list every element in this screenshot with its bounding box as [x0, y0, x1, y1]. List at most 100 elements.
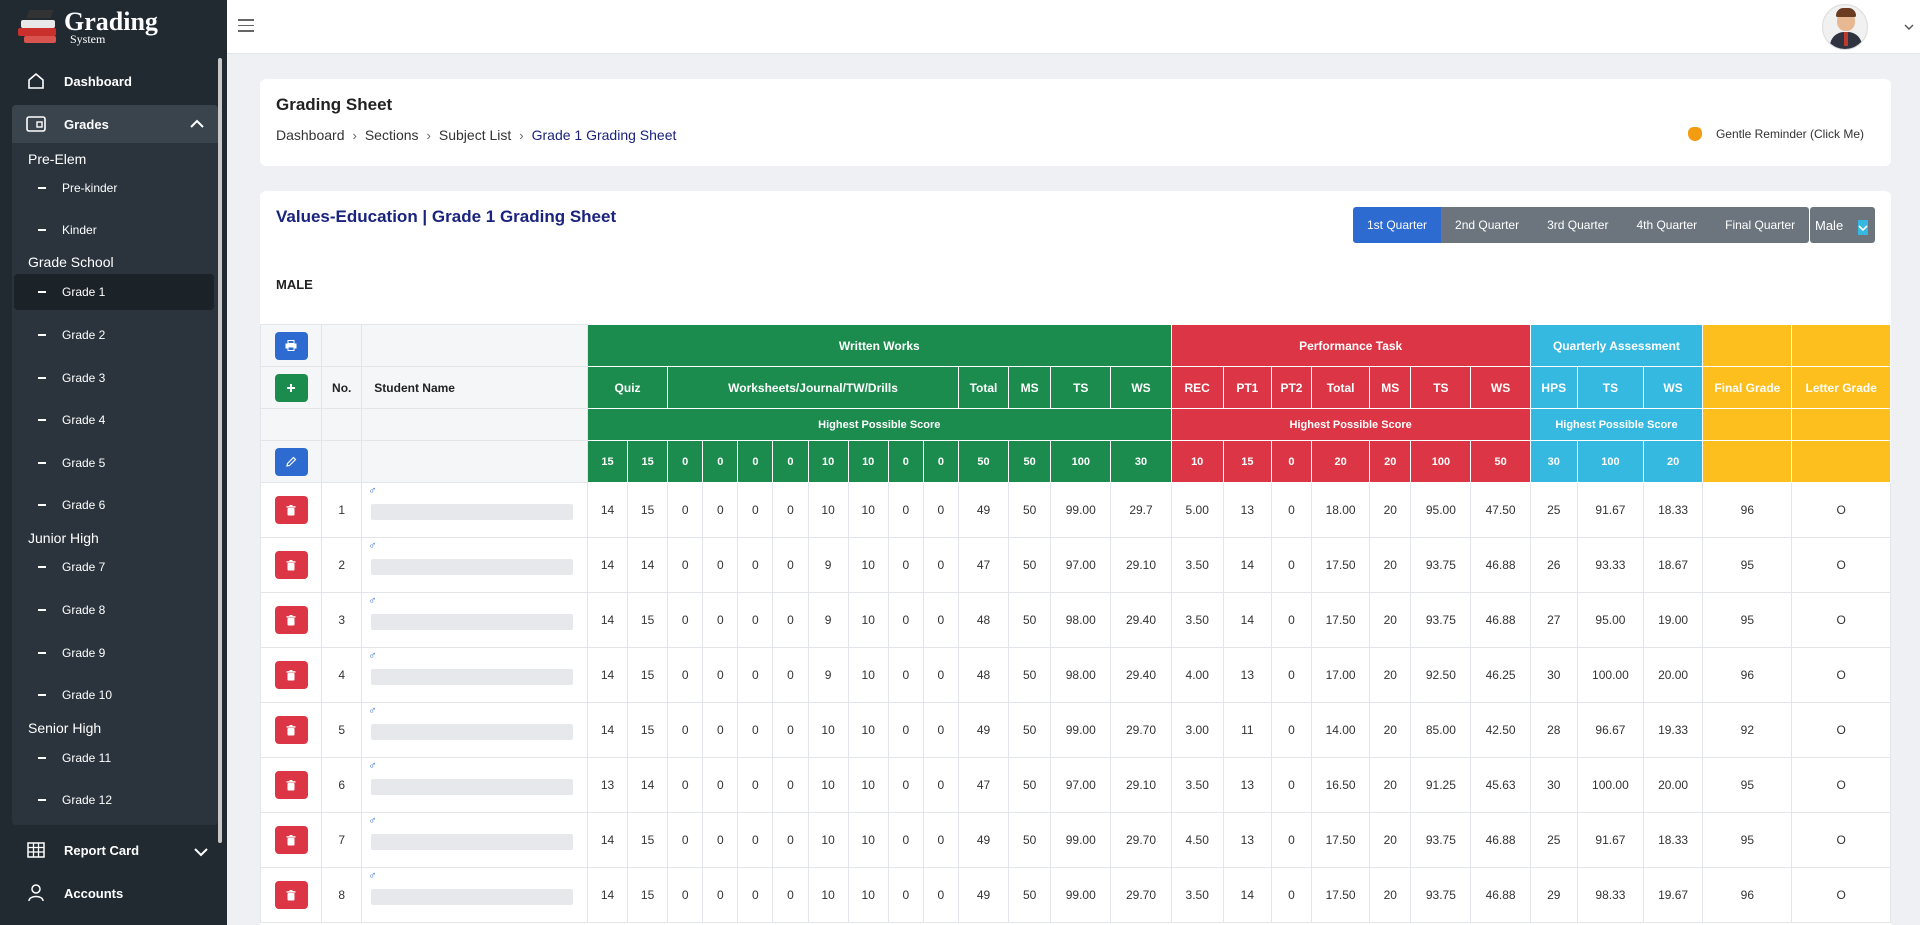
score-cell: 10 — [847, 702, 889, 758]
score-cell: O — [1791, 757, 1891, 813]
student-name-cell[interactable]: ♂ — [361, 482, 588, 538]
sidebar-item-accounts[interactable]: Accounts — [12, 875, 216, 911]
brand-logo[interactable]: Grading System — [0, 0, 227, 54]
score-cell: 9 — [807, 592, 849, 648]
sidebar-item-grade-1[interactable]: Grade 1 — [14, 274, 214, 310]
student-name-cell[interactable]: ♂ — [361, 757, 588, 813]
delete-button[interactable] — [274, 661, 308, 689]
delete-button[interactable] — [274, 771, 308, 799]
chevron-down-icon[interactable] — [194, 845, 208, 860]
score-cell: 0 — [772, 867, 809, 923]
score-cell: 15 — [627, 702, 669, 758]
edit-button[interactable] — [274, 447, 308, 476]
sidebar-item-grade-6[interactable]: Grade 6 — [14, 487, 214, 523]
delete-button[interactable] — [274, 496, 308, 524]
score-cell: 0 — [702, 537, 739, 593]
sidebar-item-report-card[interactable]: Report Card — [12, 832, 216, 868]
sidebar-item-grade-5[interactable]: Grade 5 — [14, 445, 214, 481]
trash-icon — [286, 614, 296, 625]
delete-button[interactable] — [274, 716, 308, 744]
menu-toggle-icon[interactable] — [238, 19, 254, 33]
score-cell: 0 — [887, 702, 924, 758]
tab-1st-quarter[interactable]: 1st Quarter — [1353, 207, 1442, 243]
tab-final-quarter[interactable]: Final Quarter — [1711, 207, 1810, 243]
sidebar-item-grade-8[interactable]: Grade 8 — [14, 592, 214, 628]
hps-value: 15 — [627, 440, 669, 483]
student-name-cell[interactable]: ♂ — [361, 702, 588, 758]
score-cell: 20 — [1369, 592, 1412, 648]
delete-button[interactable] — [274, 826, 308, 854]
sidebar-item-grades[interactable]: Grades — [12, 105, 218, 143]
add-button[interactable] — [274, 373, 308, 402]
student-name-cell[interactable]: ♂ — [361, 647, 588, 703]
col-qa-ts: TS — [1576, 366, 1645, 409]
score-cell: 99.00 — [1050, 702, 1112, 758]
score-cell: 0 — [1270, 757, 1313, 813]
score-cell: 99.00 — [1050, 482, 1112, 538]
student-name-redacted — [371, 724, 574, 740]
delete-button[interactable] — [274, 606, 308, 634]
col-pt-ws: WS — [1470, 366, 1531, 409]
score-cell: 91.67 — [1576, 812, 1645, 868]
score-cell: 15 — [627, 867, 669, 923]
dash-icon — [38, 504, 46, 506]
sidebar-scrollbar[interactable] — [218, 58, 222, 843]
table-row: 4 ♂ 14 15 0 0 0 0 9 10 0 0 48 50 98.00 29.40 4.00 13 0 17.0… — [260, 647, 1891, 703]
student-name-cell[interactable]: ♂ — [361, 867, 588, 923]
table-row: 3 ♂ 14 15 0 0 0 0 9 10 0 0 48 50 98.00 29.40 3.50 14 0 17.5… — [260, 592, 1891, 648]
sidebar-item-grade-10[interactable]: Grade 10 — [14, 677, 214, 713]
sidebar-item-grade-11[interactable]: Grade 11 — [14, 740, 214, 776]
sex-filter-select[interactable]: Male — [1810, 207, 1875, 243]
tab-4th-quarter[interactable]: 4th Quarter — [1622, 207, 1712, 243]
gentle-reminder-link[interactable]: Gentle Reminder (Click Me) — [1687, 127, 1864, 141]
col-ww-ws: WS — [1110, 366, 1172, 409]
score-cell: 20 — [1369, 812, 1412, 868]
score-cell: 18.33 — [1642, 812, 1704, 868]
score-cell: 0 — [887, 482, 924, 538]
sidebar-item-grade-7[interactable]: Grade 7 — [14, 549, 214, 585]
home-icon — [26, 71, 46, 91]
grading-sheet-card: Values-Education | Grade 1 Grading Sheet… — [260, 191, 1891, 925]
sidebar-item-pre-kinder[interactable]: Pre-kinder — [14, 170, 214, 206]
score-cell: 93.33 — [1576, 537, 1645, 593]
user-avatar[interactable] — [1822, 4, 1868, 50]
score-cell: 19.33 — [1642, 702, 1704, 758]
delete-button[interactable] — [274, 881, 308, 909]
student-name-cell[interactable]: ♂ — [361, 537, 588, 593]
sidebar-item-grade-2[interactable]: Grade 2 — [14, 317, 214, 353]
printer-icon — [285, 340, 297, 351]
breadcrumb-subject-list[interactable]: Subject List — [438, 127, 512, 143]
student-name-cell[interactable]: ♂ — [361, 812, 588, 868]
score-cell: 49 — [957, 482, 1010, 538]
tab-3rd-quarter[interactable]: 3rd Quarter — [1533, 207, 1623, 243]
score-cell: 0 — [1270, 592, 1313, 648]
score-cell: 0 — [772, 647, 809, 703]
col-final-grade: Final Grade — [1702, 366, 1793, 409]
chevron-up-icon[interactable] — [190, 117, 204, 132]
score-cell: 92 — [1702, 702, 1793, 758]
hps-value: 100 — [1410, 440, 1472, 483]
tab-2nd-quarter[interactable]: 2nd Quarter — [1441, 207, 1534, 243]
score-cell: 29.10 — [1110, 537, 1172, 593]
score-cell: 14.00 — [1311, 702, 1371, 758]
score-cell: 0 — [702, 482, 739, 538]
sidebar-item-grade-4[interactable]: Grade 4 — [14, 402, 214, 438]
breadcrumb-sections[interactable]: Sections — [364, 127, 419, 143]
sidebar-item-dashboard[interactable]: Dashboard — [12, 62, 216, 100]
sidebar-item-kinder[interactable]: Kinder — [14, 212, 214, 248]
score-cell: 0 — [1270, 482, 1313, 538]
sidebar-item-grade-3[interactable]: Grade 3 — [14, 360, 214, 396]
breadcrumb-dashboard[interactable]: Dashboard — [276, 127, 345, 143]
score-cell: 91.25 — [1410, 757, 1472, 813]
print-button[interactable] — [274, 331, 308, 360]
sidebar-item-grade-12[interactable]: Grade 12 — [14, 782, 214, 818]
score-cell: 30 — [1529, 757, 1578, 813]
score-cell: 93.75 — [1410, 537, 1472, 593]
page-header-card: Grading Sheet Dashboard › Sections › Sub… — [260, 79, 1891, 166]
sidebar-item-grade-9[interactable]: Grade 9 — [14, 635, 214, 671]
score-cell: 14 — [586, 482, 629, 538]
written-works-header: Written Works — [586, 324, 1172, 367]
delete-button[interactable] — [274, 551, 308, 579]
student-name-cell[interactable]: ♂ — [361, 592, 588, 648]
chevron-down-icon[interactable] — [1904, 18, 1914, 36]
